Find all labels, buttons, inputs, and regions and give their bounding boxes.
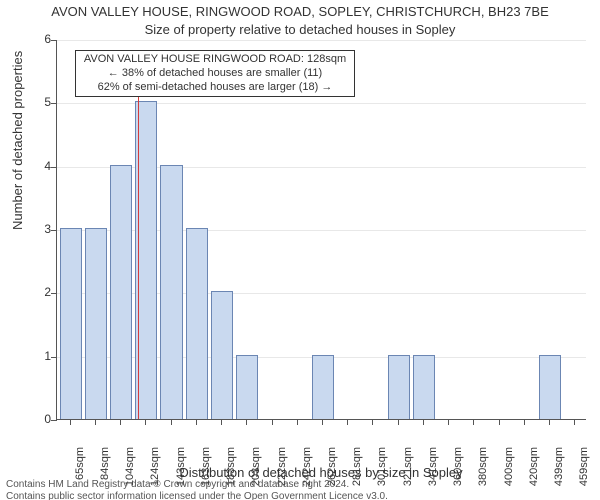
x-tick (549, 419, 550, 425)
x-tick (398, 419, 399, 425)
title-line-1: AVON VALLEY HOUSE, RINGWOOD ROAD, SOPLEY… (0, 4, 600, 19)
x-tick (574, 419, 575, 425)
y-tick-label: 0 (35, 412, 51, 426)
x-tick (322, 419, 323, 425)
y-tick (51, 357, 57, 358)
x-tick (70, 419, 71, 425)
bar (85, 228, 107, 419)
bar (236, 355, 258, 419)
x-tick (448, 419, 449, 425)
x-tick (372, 419, 373, 425)
x-tick (95, 419, 96, 425)
x-tick (524, 419, 525, 425)
y-tick (51, 293, 57, 294)
x-tick (347, 419, 348, 425)
y-tick (51, 40, 57, 41)
chart-container: AVON VALLEY HOUSE, RINGWOOD ROAD, SOPLEY… (0, 0, 600, 500)
y-tick-label: 6 (35, 32, 51, 46)
x-tick (272, 419, 273, 425)
y-tick (51, 230, 57, 231)
x-tick (196, 419, 197, 425)
y-tick (51, 103, 57, 104)
y-tick-label: 4 (35, 159, 51, 173)
y-tick-label: 1 (35, 349, 51, 363)
y-tick (51, 420, 57, 421)
bar (160, 165, 182, 419)
bar (413, 355, 435, 419)
bar (211, 291, 233, 419)
bar (60, 228, 82, 419)
x-tick (171, 419, 172, 425)
x-tick (473, 419, 474, 425)
bar (186, 228, 208, 419)
bar (312, 355, 334, 419)
y-tick-label: 3 (35, 222, 51, 236)
annotation-line: AVON VALLEY HOUSE RINGWOOD ROAD: 128sqm (80, 53, 350, 67)
footer-line-1: Contains HM Land Registry data © Crown c… (6, 479, 388, 491)
x-axis-label: Distribution of detached houses by size … (56, 465, 586, 480)
x-tick (246, 419, 247, 425)
x-tick (499, 419, 500, 425)
y-tick (51, 167, 57, 168)
x-tick (120, 419, 121, 425)
x-tick (145, 419, 146, 425)
y-axis-label: Number of detached properties (10, 51, 25, 230)
annotation-line: 62% of semi-detached houses are larger (… (80, 81, 350, 95)
bar (110, 165, 132, 419)
x-tick (221, 419, 222, 425)
annotation-box: AVON VALLEY HOUSE RINGWOOD ROAD: 128sqm←… (75, 50, 355, 97)
bar (388, 355, 410, 419)
footer-attribution: Contains HM Land Registry data © Crown c… (6, 479, 388, 500)
y-tick-label: 2 (35, 285, 51, 299)
y-tick-label: 5 (35, 95, 51, 109)
gridline (57, 40, 586, 41)
bar (539, 355, 561, 419)
property-marker-line (138, 77, 139, 419)
footer-line-2: Contains public sector information licen… (6, 491, 388, 500)
x-tick (423, 419, 424, 425)
annotation-line: ← 38% of detached houses are smaller (11… (80, 67, 350, 81)
x-tick (297, 419, 298, 425)
title-line-2: Size of property relative to detached ho… (0, 22, 600, 37)
